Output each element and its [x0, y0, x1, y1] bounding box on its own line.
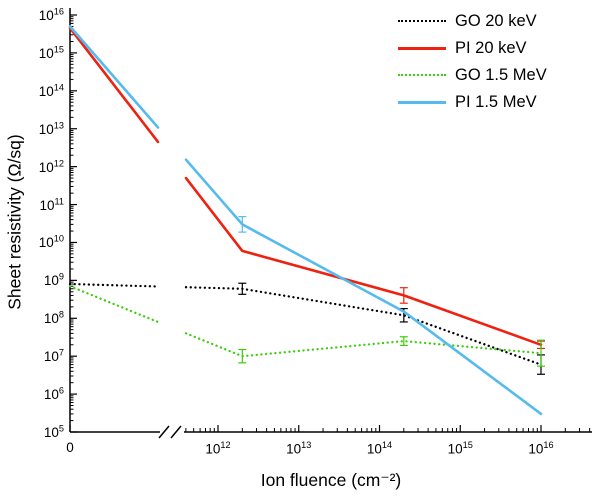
legend-label-go-20kev: GO 20 keV: [455, 11, 537, 30]
series-line-3: [184, 158, 543, 416]
legend-entry-pi-1-5mev: PI 1.5 MeV: [398, 89, 547, 115]
axis-break-mark: [170, 425, 182, 439]
legend-label-pi-1-5mev: PI 1.5 MeV: [455, 92, 537, 111]
series-line-1: [184, 176, 543, 347]
y-axis-title: Sheet resistivity (Ω/sq): [4, 134, 25, 310]
legend-line-sample-go-1-5mev: [398, 74, 446, 76]
legend-entry-pi-20kev: PI 20 keV: [398, 35, 547, 61]
series-line-0: [184, 286, 543, 366]
legend-line-sample-pi-1-5mev: [398, 100, 446, 104]
series-line-1: [68, 26, 160, 144]
legend-line-sample-go-20kev: [398, 20, 446, 22]
legend-label-pi-20kev: PI 20 keV: [455, 38, 527, 57]
series-line-3: [68, 25, 160, 129]
legend-entry-go-20kev: GO 20 keV: [398, 8, 547, 34]
series-line-2: [68, 285, 160, 324]
legend-line-sample-pi-20kev: [398, 46, 446, 50]
series-line-2: [184, 332, 543, 358]
legend-label-go-1-5mev: GO 1.5 MeV: [455, 65, 547, 84]
legend: GO 20 keV PI 20 keV GO 1.5 MeV PI 1.5 Me…: [398, 8, 547, 115]
legend-entry-go-1-5mev: GO 1.5 MeV: [398, 62, 547, 88]
series-line-0: [68, 282, 160, 288]
x-axis-title: Ion fluence (cm⁻²): [260, 470, 402, 490]
axis-break-mark: [158, 425, 170, 439]
